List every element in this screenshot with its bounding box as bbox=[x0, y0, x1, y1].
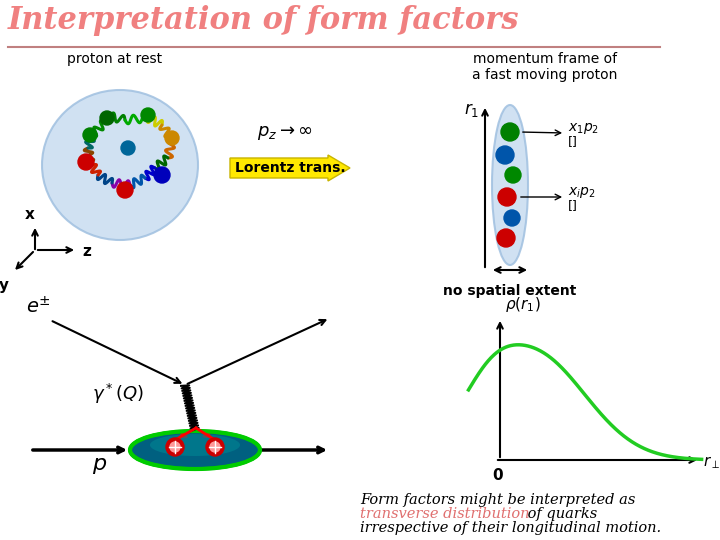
Text: $r_1$: $r_1$ bbox=[464, 101, 480, 119]
Text: no spatial extent: no spatial extent bbox=[444, 284, 577, 298]
Circle shape bbox=[154, 167, 170, 183]
Text: $x_ip_2$: $x_ip_2$ bbox=[568, 185, 595, 199]
Circle shape bbox=[496, 146, 514, 164]
Ellipse shape bbox=[492, 105, 528, 265]
Text: $p_z \rightarrow \infty$: $p_z \rightarrow \infty$ bbox=[257, 124, 313, 142]
Circle shape bbox=[78, 154, 94, 170]
Text: Lorentz trans.: Lorentz trans. bbox=[235, 161, 346, 175]
Text: irrespective of their longitudinal motion.: irrespective of their longitudinal motio… bbox=[360, 521, 661, 535]
Text: y: y bbox=[0, 278, 9, 293]
Text: z: z bbox=[82, 245, 91, 260]
Text: 0: 0 bbox=[492, 468, 503, 483]
Ellipse shape bbox=[42, 90, 198, 240]
Circle shape bbox=[121, 141, 135, 155]
FancyArrow shape bbox=[230, 155, 350, 181]
Text: []: [] bbox=[568, 199, 578, 213]
Text: x: x bbox=[25, 207, 35, 222]
Circle shape bbox=[505, 167, 521, 183]
Text: $\gamma^*(Q)$: $\gamma^*(Q)$ bbox=[92, 382, 144, 406]
Circle shape bbox=[166, 438, 184, 456]
Text: transverse distribution: transverse distribution bbox=[360, 507, 529, 521]
Circle shape bbox=[501, 123, 519, 141]
Text: $e^{\pm}$: $e^{\pm}$ bbox=[25, 296, 50, 317]
Ellipse shape bbox=[150, 434, 240, 456]
Circle shape bbox=[141, 108, 155, 122]
Ellipse shape bbox=[130, 431, 260, 469]
Text: Form factors might be interpreted as: Form factors might be interpreted as bbox=[360, 493, 635, 507]
Text: Interpretation of form factors: Interpretation of form factors bbox=[8, 5, 520, 36]
Circle shape bbox=[504, 210, 520, 226]
Text: $p$: $p$ bbox=[92, 454, 107, 476]
Circle shape bbox=[170, 442, 180, 452]
Text: $r_\perp$: $r_\perp$ bbox=[703, 455, 720, 471]
Text: []: [] bbox=[568, 136, 578, 148]
Text: proton at rest: proton at rest bbox=[68, 52, 163, 66]
Text: of quarks: of quarks bbox=[523, 507, 598, 521]
Circle shape bbox=[165, 131, 179, 145]
Text: momentum frame of
a fast moving proton: momentum frame of a fast moving proton bbox=[472, 52, 618, 82]
Text: $x_1p_2$: $x_1p_2$ bbox=[568, 120, 599, 136]
Circle shape bbox=[498, 188, 516, 206]
Circle shape bbox=[497, 229, 515, 247]
Circle shape bbox=[117, 182, 133, 198]
Text: $\rho(r_1)$: $\rho(r_1)$ bbox=[505, 295, 541, 314]
Circle shape bbox=[83, 128, 97, 142]
Circle shape bbox=[206, 438, 224, 456]
Circle shape bbox=[100, 111, 114, 125]
Circle shape bbox=[210, 442, 220, 452]
